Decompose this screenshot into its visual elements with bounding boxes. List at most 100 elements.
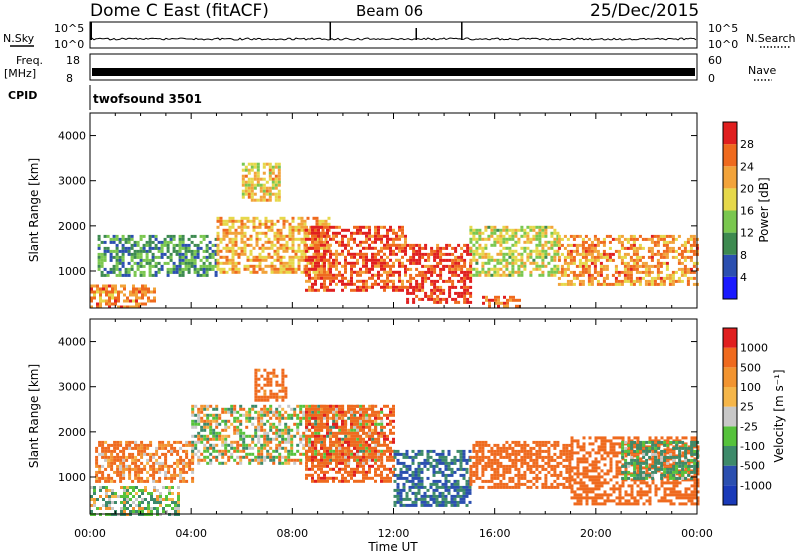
heatmap-cell — [406, 495, 409, 498]
heatmap-cell — [290, 408, 293, 411]
heatmap-cell — [448, 292, 451, 295]
heatmap-cell — [95, 450, 98, 453]
heatmap-cell — [153, 288, 156, 291]
heatmap-cell — [567, 250, 570, 253]
heatmap-cell — [227, 444, 230, 447]
heatmap-cell — [203, 456, 206, 459]
heatmap-cell — [308, 268, 311, 271]
heatmap-cell — [594, 256, 597, 259]
heatmap-cell — [347, 238, 350, 241]
heatmap-cell — [170, 253, 173, 256]
heatmap-cell — [415, 280, 418, 283]
heatmap-cell — [269, 196, 272, 199]
heatmap-cell — [532, 262, 535, 265]
heatmap-cell — [173, 474, 176, 477]
heatmap-cell — [305, 238, 308, 241]
heatmap-cell — [556, 253, 559, 256]
heatmap-cell — [481, 253, 484, 256]
heatmap-cell — [131, 235, 134, 238]
heatmap-cell — [125, 250, 128, 253]
heatmap-cell — [257, 411, 260, 414]
heatmap-cell — [365, 238, 368, 241]
heatmap-cell — [362, 283, 365, 286]
heatmap-cell — [182, 244, 185, 247]
heatmap-cell — [236, 450, 239, 453]
heatmap-cell — [451, 247, 454, 250]
heatmap-cell — [329, 438, 332, 441]
heatmap-cell — [326, 414, 329, 417]
heatmap-cell — [406, 286, 409, 289]
heatmap-cell — [98, 235, 101, 238]
heatmap-cell — [314, 423, 317, 426]
heatmap-cell — [359, 417, 362, 420]
heatmap-cell — [624, 247, 627, 250]
heatmap-cell — [594, 277, 597, 280]
heatmap-cell — [263, 441, 266, 444]
heatmap-cell — [132, 288, 135, 291]
heatmap-cell — [585, 253, 588, 256]
heatmap-cell — [386, 438, 389, 441]
heatmap-cell — [356, 471, 359, 474]
heatmap-cell — [460, 462, 463, 465]
heatmap-cell — [197, 247, 200, 250]
heatmap-cell — [350, 420, 353, 423]
heatmap-cell — [138, 288, 141, 291]
heatmap-cell — [167, 477, 170, 480]
heatmap-cell — [463, 277, 466, 280]
heatmap-cell — [374, 423, 377, 426]
heatmap-cell — [466, 471, 469, 474]
heatmap-cell — [448, 462, 451, 465]
heatmap-cell — [143, 453, 146, 456]
heatmap-cell — [389, 423, 392, 426]
power-heatmap — [90, 163, 699, 309]
heatmap-cell — [427, 453, 430, 456]
heatmap-cell — [681, 250, 684, 253]
heatmap-cell — [260, 387, 263, 390]
heatmap-cell — [341, 462, 344, 465]
heatmap-cell — [433, 495, 436, 498]
heatmap-cell — [514, 235, 517, 238]
heatmap-cell — [263, 447, 266, 450]
heatmap-cell — [389, 441, 392, 444]
heatmap-cell — [347, 229, 350, 232]
heatmap-cell — [573, 256, 576, 259]
heatmap-cell — [591, 244, 594, 247]
heatmap-cell — [582, 238, 585, 241]
heatmap-cell — [269, 199, 272, 202]
heatmap-cell — [314, 471, 317, 474]
heatmap-cell — [283, 247, 286, 250]
heatmap-cell — [271, 229, 274, 232]
heatmap-cell — [344, 477, 347, 480]
heatmap-cell — [305, 250, 308, 253]
heatmap-cell — [278, 390, 281, 393]
heatmap-cell — [389, 450, 392, 453]
heatmap-cell — [266, 456, 269, 459]
heatmap-cell — [177, 501, 180, 504]
heatmap-cell — [271, 244, 274, 247]
heatmap-cell — [377, 459, 380, 462]
heatmap-cell — [454, 456, 457, 459]
heatmap-cell — [203, 408, 206, 411]
heatmap-cell — [238, 262, 241, 265]
freq-label: Freq. — [16, 54, 43, 67]
heatmap-cell — [448, 259, 451, 262]
heatmap-cell — [194, 253, 197, 256]
heatmap-cell — [329, 271, 332, 274]
heatmap-cell — [681, 274, 684, 277]
heatmap-cell — [131, 247, 134, 250]
heatmap-cell — [245, 193, 248, 196]
heatmap-cell — [317, 244, 320, 247]
heatmap-cell — [182, 271, 185, 274]
heatmap-cell — [454, 247, 457, 250]
heatmap-cell — [472, 447, 475, 450]
heatmap-cell — [538, 238, 541, 241]
heatmap-cell — [311, 432, 314, 435]
heatmap-cell — [101, 253, 104, 256]
heatmap-cell — [508, 468, 511, 471]
heatmap-cell — [335, 283, 338, 286]
heatmap-cell — [305, 426, 308, 429]
heatmap-cell — [335, 423, 338, 426]
heatmap-cell — [144, 294, 147, 297]
heatmap-cell — [675, 238, 678, 241]
heatmap-cell — [254, 369, 257, 372]
